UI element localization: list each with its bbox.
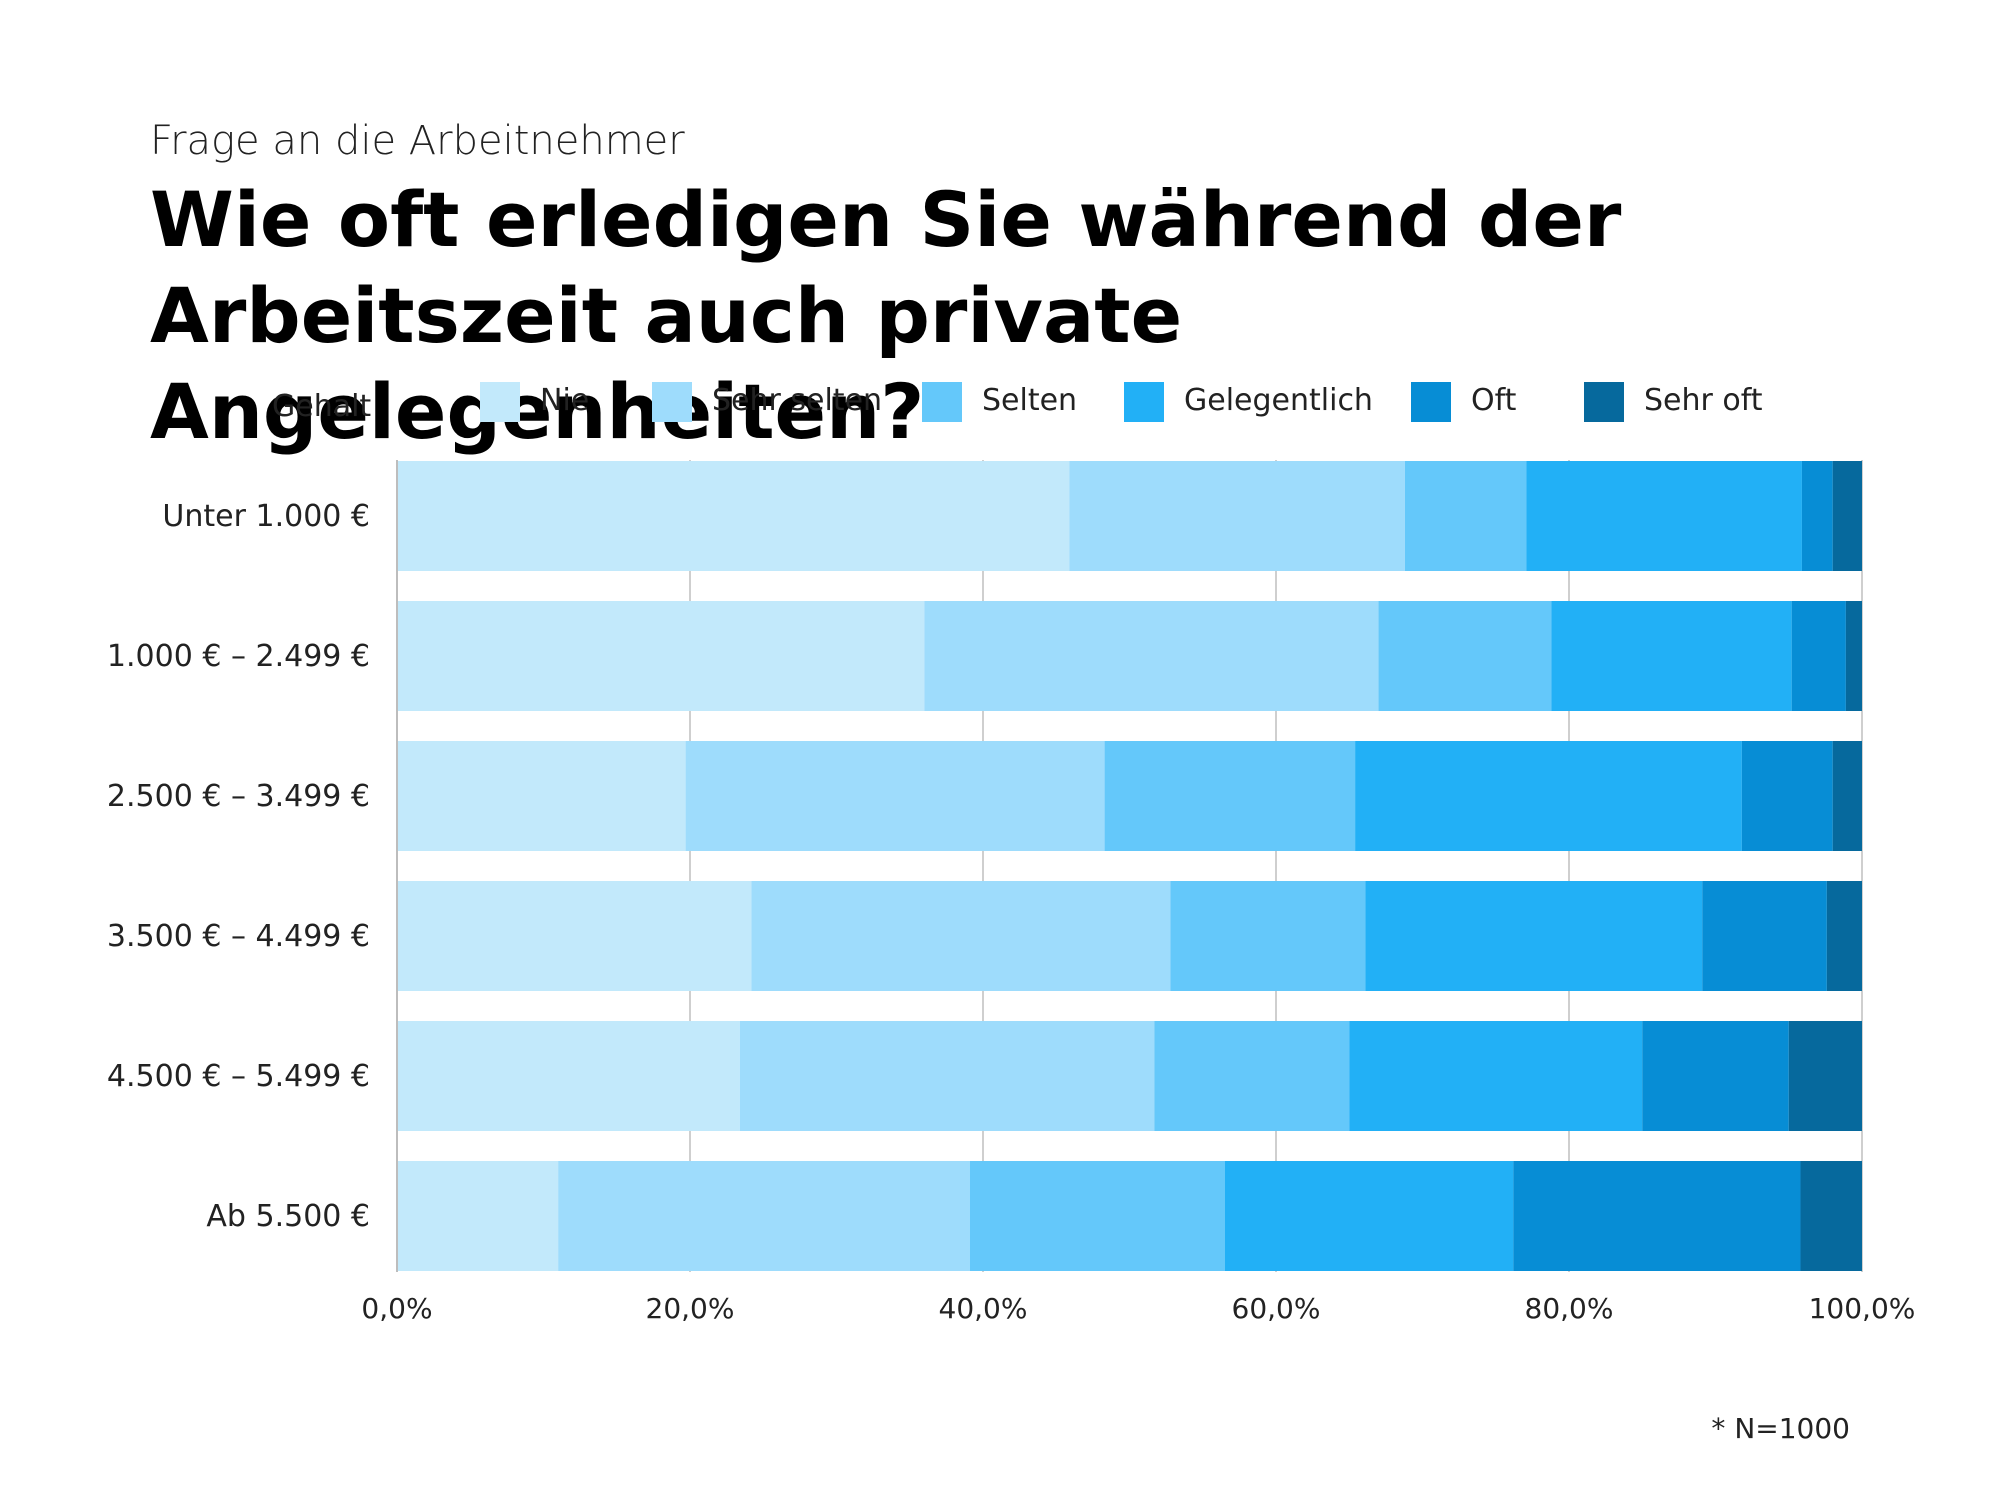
grid-lines (396, 460, 1863, 1272)
bar-row (397, 741, 1862, 851)
bar-segment (1800, 1161, 1862, 1271)
category-label: 3.500 € – 4.499 € (107, 919, 370, 954)
bar-segment (1642, 1021, 1789, 1131)
bar-row (397, 1021, 1862, 1131)
legend-label: Sehr selten (712, 383, 882, 418)
legend-item: Oft (1411, 382, 1517, 422)
legend-swatch (1411, 382, 1451, 422)
bar-segment (1702, 881, 1827, 991)
legend-label: Nie (540, 383, 589, 418)
bar-segment (1154, 1021, 1350, 1131)
bar-segment (1069, 461, 1405, 571)
category-label: 4.500 € – 5.499 € (107, 1059, 370, 1094)
legend-item: Nie (480, 382, 589, 422)
legend-swatch (652, 382, 692, 422)
bar-segment (739, 1021, 1155, 1131)
legend-swatch (1584, 382, 1624, 422)
bar-segment (1526, 461, 1802, 571)
bar-segment (969, 1161, 1225, 1271)
bar-row (397, 461, 1862, 571)
bar-segment (1513, 1161, 1801, 1271)
bar-segment (751, 881, 1171, 991)
bar-row (397, 1161, 1862, 1271)
bar-segment (1826, 881, 1862, 991)
bar-segment (1788, 1021, 1862, 1131)
bar-segment (1365, 881, 1703, 991)
legend-swatch (922, 382, 962, 422)
axes: 0,0% 20,0% 40,0% 60,0% 80,0% 100,0% Unter 1.00… (107, 389, 1915, 1325)
bar-segment (1104, 741, 1356, 851)
bar-segment (397, 601, 925, 711)
bar-segment (397, 1161, 559, 1271)
chart-kicker: Frage an die Arbeitnehmer (150, 118, 685, 164)
bar-segment (397, 461, 1070, 571)
bar-segment (1378, 601, 1552, 711)
x-tick-label: 80,0% (1525, 1292, 1614, 1325)
sample-size-footnote: * N=1000 (1711, 1412, 1850, 1445)
bar-segment (1801, 461, 1833, 571)
y-axis-title: Gehalt (272, 389, 371, 424)
legend-swatch (480, 382, 520, 422)
x-tick-label: 0,0% (361, 1292, 432, 1325)
bar-segment (1224, 1161, 1514, 1271)
legend-label: Selten (982, 383, 1077, 418)
bar-segment (1355, 741, 1742, 851)
bar-segment (1349, 1021, 1643, 1131)
legend: Nie Sehr selten Selten Gelegentlich Oft Sehr … (480, 382, 1763, 422)
legend-label: Sehr oft (1644, 383, 1763, 418)
x-tick-label: 40,0% (939, 1292, 1028, 1325)
bar-segment (558, 1161, 970, 1271)
bar-segment (924, 601, 1379, 711)
legend-item: Sehr selten (652, 382, 882, 422)
legend-item: Selten (922, 382, 1077, 422)
bar-segment (397, 1021, 740, 1131)
bar-row (397, 601, 1862, 711)
x-tick-label: 20,0% (646, 1292, 735, 1325)
bar-row (397, 881, 1862, 991)
bar-segment (1551, 601, 1792, 711)
legend-label: Oft (1471, 383, 1517, 418)
bar-segment (1791, 601, 1846, 711)
bar-segment (1832, 461, 1862, 571)
legend-item: Sehr oft (1584, 382, 1763, 422)
category-label: Unter 1.000 € (162, 499, 370, 534)
bar-segment (1741, 741, 1833, 851)
chart-title: Wie oft erledigen Sie während der Arbeit… (150, 175, 1622, 456)
bar-segment (685, 741, 1105, 851)
bar-segment (1170, 881, 1366, 991)
legend-swatch (1124, 382, 1164, 422)
legend-label: Gelegentlich (1184, 383, 1373, 418)
bar-segment (397, 881, 752, 991)
legend-item: Gelegentlich (1124, 382, 1373, 422)
bar-segment (1832, 741, 1862, 851)
category-label: 1.000 € – 2.499 € (107, 639, 370, 674)
x-tick-label: 60,0% (1232, 1292, 1321, 1325)
bar-segment (1404, 461, 1527, 571)
bar-stacks (397, 461, 1862, 1271)
x-tick-label: 100,0% (1809, 1292, 1916, 1325)
category-label: Ab 5.500 € (206, 1199, 370, 1234)
bar-segment (397, 741, 686, 851)
category-label: 2.500 € – 3.499 € (107, 779, 370, 814)
bar-segment (1845, 601, 1862, 711)
